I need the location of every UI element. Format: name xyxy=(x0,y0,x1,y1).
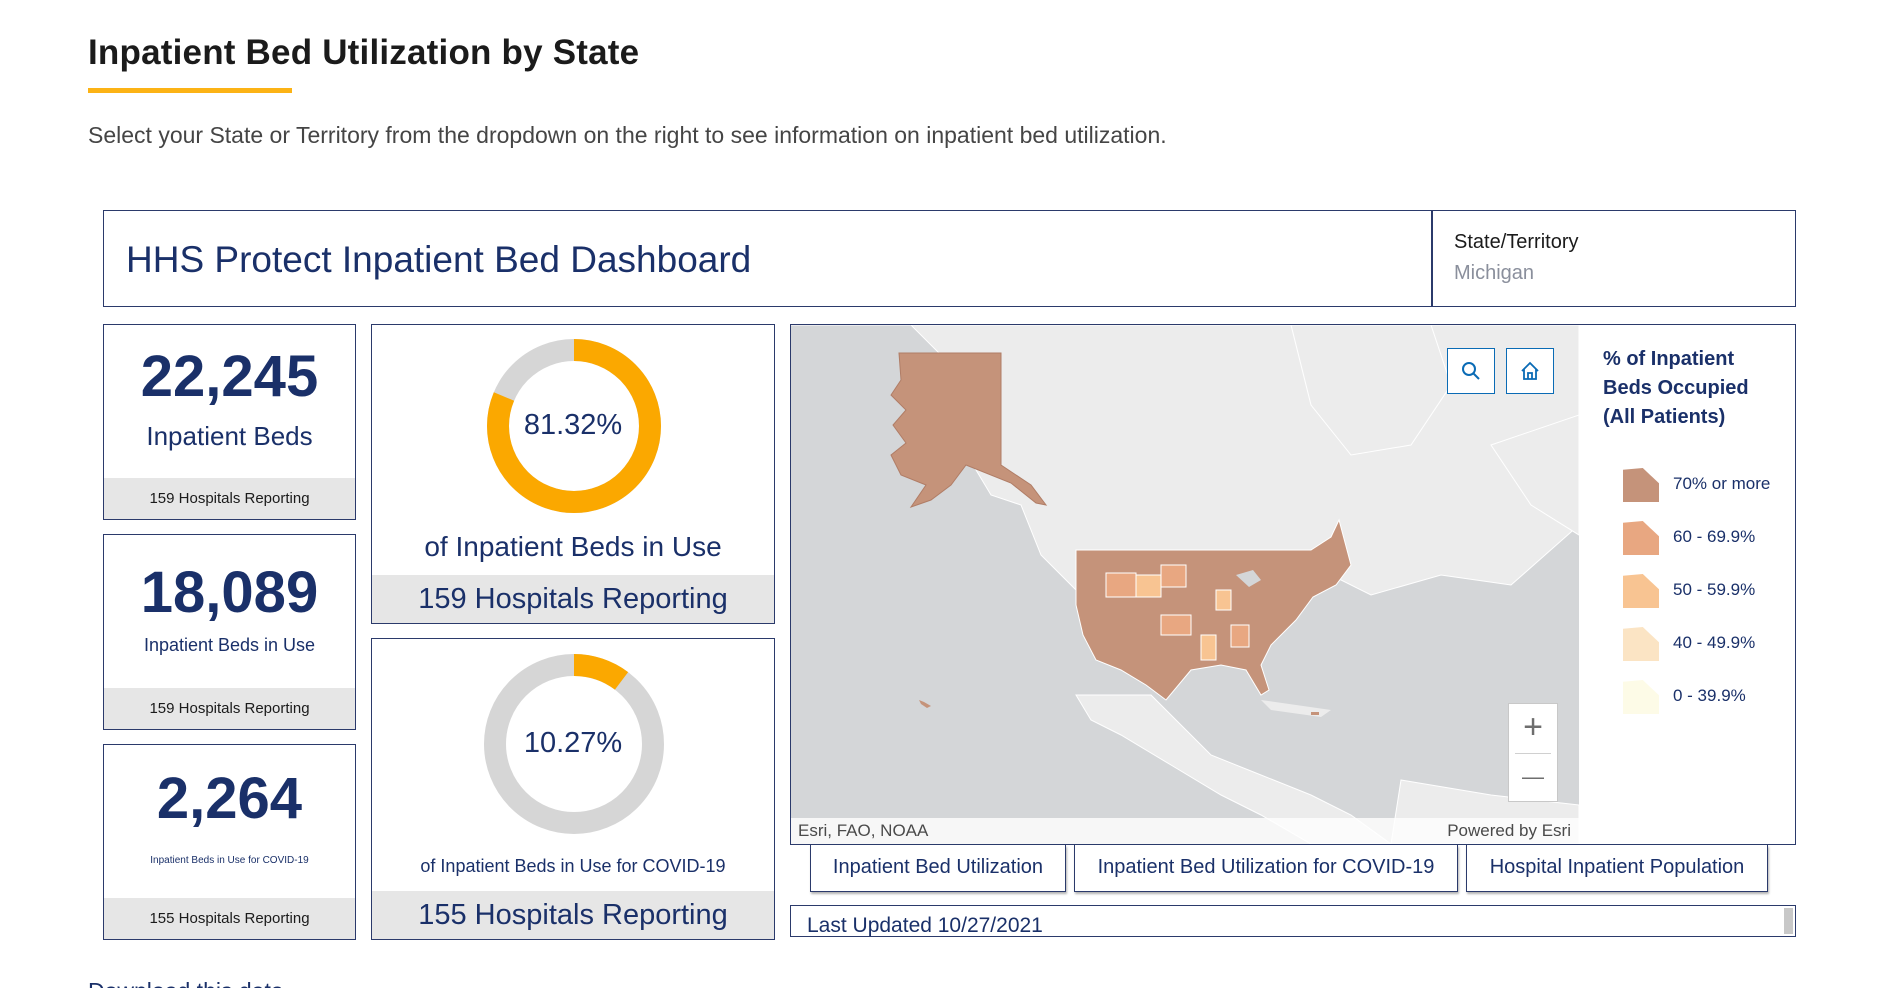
gauge-label: of Inpatient Beds in Use for COVID-19 xyxy=(420,856,726,876)
land-caribbean xyxy=(1261,700,1331,717)
zoom-control: + — xyxy=(1508,703,1558,802)
stat-value: 2,264 xyxy=(156,766,303,831)
stat-card-inpatient-beds: 22,245 Inpatient Beds 159 Hospitals Repo… xyxy=(103,324,356,520)
legend-label: 50 - 59.9% xyxy=(1673,580,1756,599)
legend-label: 70% or more xyxy=(1673,474,1771,493)
legend-item: 0 - 39.9% xyxy=(1623,678,1793,714)
gauge-percent: 81.32% xyxy=(523,409,623,441)
legend-label: 40 - 49.9% xyxy=(1673,633,1756,652)
intro-text: Select your State or Territory from the … xyxy=(88,122,1167,148)
map-canvas xyxy=(791,325,1579,844)
legend-swatch xyxy=(1623,521,1659,555)
stat-value: 18,089 xyxy=(140,560,319,625)
stat-label: Inpatient Beds in Use xyxy=(143,635,316,655)
gauge-card-beds-in-use: 81.32% of Inpatient Beds in Use 159 Hosp… xyxy=(371,324,775,624)
gauge-footer: 159 Hospitals Reporting xyxy=(372,575,774,623)
attribution-sources: Esri, FAO, NOAA xyxy=(798,821,929,840)
search-icon xyxy=(1462,362,1480,380)
state-selector-label: State/Territory xyxy=(1454,231,1579,253)
legend-item: 70% or more xyxy=(1623,466,1793,502)
region-state-orange-4 xyxy=(1230,624,1250,648)
region-state-light-2 xyxy=(1215,589,1232,611)
map-view[interactable]: + — Esri, FAO, NOAA Powered by Esri xyxy=(791,325,1579,844)
search-button[interactable] xyxy=(1447,348,1495,394)
legend-title: % of Inpatient Beds Occupied (All Patien… xyxy=(1603,348,1749,428)
legend-item: 40 - 49.9% xyxy=(1623,625,1793,661)
tab-inpatient-bed-utilization-covid[interactable]: Inpatient Bed Utilization for COVID-19 xyxy=(1074,845,1458,892)
gauge-chart xyxy=(487,339,661,513)
powered-by-esri[interactable]: Powered by Esri xyxy=(1447,821,1571,840)
map-legend: % of Inpatient Beds Occupied (All Patien… xyxy=(1579,325,1795,844)
stat-footer: 159 Hospitals Reporting xyxy=(104,478,355,519)
last-updated-text: Last Updated 10/27/2021 xyxy=(807,914,1043,937)
tab-hospital-inpatient-population[interactable]: Hospital Inpatient Population xyxy=(1466,845,1768,892)
legend-swatch xyxy=(1623,680,1659,714)
zoom-in-button[interactable]: + xyxy=(1523,708,1543,746)
stat-card-beds-in-use: 18,089 Inpatient Beds in Use 159 Hospita… xyxy=(103,534,356,730)
last-updated-panel: Last Updated 10/27/2021 xyxy=(790,905,1796,937)
state-selector[interactable]: Michigan xyxy=(1454,262,1535,284)
great-lakes xyxy=(1236,570,1261,587)
land-mexico xyxy=(1075,694,1392,844)
stat-footer: 155 Hospitals Reporting xyxy=(104,898,355,939)
tab-inpatient-bed-utilization[interactable]: Inpatient Bed Utilization xyxy=(810,845,1066,892)
stat-footer: 159 Hospitals Reporting xyxy=(104,688,355,729)
header-divider xyxy=(1431,211,1433,306)
gauge-fill xyxy=(484,654,664,834)
gauge-label: of Inpatient Beds in Use xyxy=(424,531,722,562)
title-underline xyxy=(88,88,292,93)
gauge-percent: 10.27% xyxy=(523,727,623,759)
zoom-out-button[interactable]: — xyxy=(1522,764,1544,789)
gauge-fill xyxy=(487,339,661,513)
legend-swatch xyxy=(1623,574,1659,608)
region-state-orange-3 xyxy=(1160,614,1192,636)
legend-label: 60 - 69.9% xyxy=(1673,527,1756,546)
dashboard-title: HHS Protect Inpatient Bed Dashboard xyxy=(126,239,752,280)
gauge-footer: 155 Hospitals Reporting xyxy=(372,891,774,939)
map-attribution: Esri, FAO, NOAA Powered by Esri xyxy=(791,818,1579,844)
legend-swatch xyxy=(1623,468,1659,502)
region-state-light-3 xyxy=(1200,634,1217,661)
region-hawaii xyxy=(919,700,931,708)
legend-swatch xyxy=(1623,627,1659,661)
legend-item: 60 - 69.9% xyxy=(1623,519,1793,555)
zoom-divider xyxy=(1515,753,1551,754)
legend-item: 50 - 59.9% xyxy=(1623,572,1793,608)
download-data-link[interactable]: Download this data xyxy=(88,978,284,988)
map-panel: + — Esri, FAO, NOAA Powered by Esri % of… xyxy=(790,324,1796,845)
land-europe xyxy=(1490,414,1579,536)
home-icon xyxy=(1521,361,1539,380)
stat-value: 22,245 xyxy=(140,344,319,409)
region-state-orange-1 xyxy=(1105,572,1137,598)
stat-label: Inpatient Beds xyxy=(146,421,313,451)
region-state-orange-2 xyxy=(1160,564,1187,588)
scrollbar[interactable] xyxy=(1784,908,1793,934)
stat-card-beds-covid: 2,264 Inpatient Beds in Use for COVID-19… xyxy=(103,744,356,940)
legend-label: 0 - 39.9% xyxy=(1673,686,1746,705)
stat-label: Inpatient Beds in Use for COVID-19 xyxy=(150,855,309,866)
region-puerto-rico xyxy=(1311,712,1319,715)
land-greenland xyxy=(1290,325,1452,456)
region-alaska xyxy=(890,352,1048,508)
gauge-chart xyxy=(484,654,664,834)
page-title: Inpatient Bed Utilization by State xyxy=(88,33,640,72)
dashboard-header: HHS Protect Inpatient Bed Dashboard Stat… xyxy=(103,210,1796,307)
home-button[interactable] xyxy=(1506,348,1554,394)
region-state-light-1 xyxy=(1135,574,1162,598)
region-us-contiguous xyxy=(1075,518,1352,701)
gauge-card-beds-covid: 10.27% of Inpatient Beds in Use for COVI… xyxy=(371,638,775,940)
